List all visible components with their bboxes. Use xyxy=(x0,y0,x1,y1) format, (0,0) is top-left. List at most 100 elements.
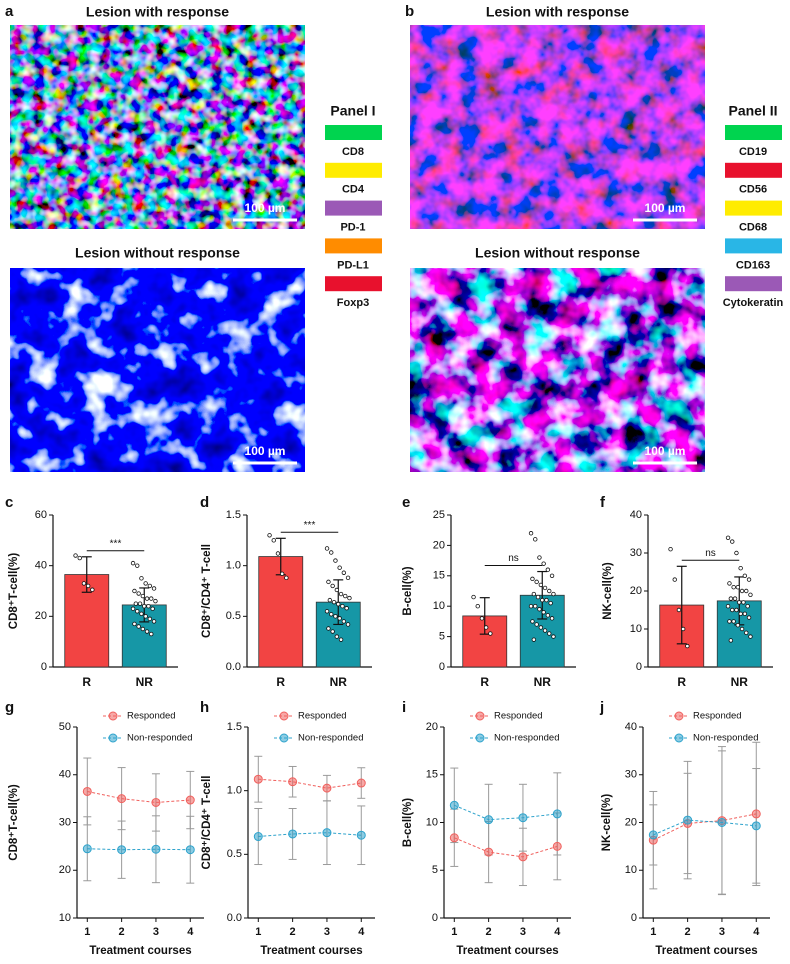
data-point xyxy=(744,588,749,594)
data-point xyxy=(85,583,91,589)
x-tick-label: 3 xyxy=(324,926,330,938)
legend-label: CD8 xyxy=(342,146,364,158)
data-point xyxy=(149,631,154,637)
data-point xyxy=(734,607,739,613)
data-point xyxy=(530,619,535,624)
series-line xyxy=(87,848,191,851)
data-point xyxy=(338,637,344,642)
data-point xyxy=(267,533,272,538)
data-point xyxy=(738,611,743,616)
x-tick-label: 4 xyxy=(358,926,365,938)
data-point xyxy=(284,575,289,581)
x-tick-label: 4 xyxy=(753,926,760,938)
y-tick-label: 15 xyxy=(433,570,445,582)
series-line xyxy=(454,804,558,821)
data-point xyxy=(725,604,731,609)
data-point xyxy=(288,829,298,839)
x-tick-label: 1 xyxy=(84,926,90,938)
x-tick-label: NR xyxy=(731,675,749,689)
micrograph xyxy=(410,25,705,229)
data-point xyxy=(140,626,146,632)
y-tick-label: 1.5 xyxy=(226,509,241,521)
legend-label: CD56 xyxy=(739,184,767,196)
legend-label: CD19 xyxy=(739,146,767,158)
data-point xyxy=(680,626,686,632)
data-point xyxy=(534,622,539,627)
x-tick-label: 2 xyxy=(685,926,691,938)
data-point xyxy=(275,551,281,556)
legend-swatch xyxy=(725,276,782,292)
data-point xyxy=(338,591,344,597)
data-point xyxy=(253,832,263,842)
y-tick-label: 30 xyxy=(59,816,71,828)
data-point xyxy=(330,629,335,634)
data-point xyxy=(132,588,137,594)
panel-letter: b xyxy=(405,3,414,20)
legend-label: Non-responded xyxy=(693,733,759,744)
legend-swatch xyxy=(325,125,382,140)
data-point xyxy=(73,553,78,558)
data-point xyxy=(672,577,677,582)
x-tick-label: R xyxy=(677,675,686,689)
x-tick-label: 3 xyxy=(153,926,159,938)
legend-swatch xyxy=(325,162,382,178)
data-point xyxy=(545,613,551,618)
data-point xyxy=(748,592,753,597)
data-point xyxy=(683,815,693,825)
legend-marker xyxy=(108,733,118,743)
data-point xyxy=(551,634,556,639)
data-point xyxy=(542,628,548,633)
data-point xyxy=(137,601,143,606)
data-point xyxy=(90,587,95,592)
data-point xyxy=(147,616,153,622)
data-point xyxy=(484,847,494,857)
data-point xyxy=(185,795,195,805)
y-tick-label: 10 xyxy=(433,600,445,612)
data-point xyxy=(356,778,366,788)
data-point xyxy=(144,596,150,601)
data-point xyxy=(132,621,137,627)
data-point xyxy=(668,547,673,552)
data-point xyxy=(334,587,340,593)
data-point xyxy=(139,611,144,616)
y-tick-label: 60 xyxy=(35,509,47,521)
legend-label: Responded xyxy=(298,711,347,722)
data-point xyxy=(531,637,537,642)
panel-letter: d xyxy=(200,494,209,511)
x-tick-label: NR xyxy=(534,675,552,689)
x-axis-label: Treatment courses xyxy=(260,945,362,957)
x-tick-label: 4 xyxy=(187,926,194,938)
data-point xyxy=(739,626,745,632)
legend-label: Cytokeratin xyxy=(723,297,784,309)
data-point xyxy=(745,604,750,609)
legend-marker xyxy=(279,711,289,721)
legend-swatch xyxy=(325,238,382,254)
micrograph xyxy=(410,268,705,472)
y-tick-label: 1.0 xyxy=(226,560,241,572)
data-point xyxy=(324,546,330,551)
y-axis-label: B-cell(%) xyxy=(402,566,414,615)
y-tick-label: 0 xyxy=(439,661,445,673)
data-point xyxy=(727,619,732,624)
panel-letter: j xyxy=(599,699,604,716)
data-point xyxy=(82,844,92,854)
data-point xyxy=(130,560,136,566)
data-point xyxy=(143,614,148,619)
data-point xyxy=(151,586,157,591)
data-point xyxy=(730,607,735,613)
panel-letter: h xyxy=(200,699,209,716)
data-point xyxy=(748,634,753,639)
data-point xyxy=(730,539,735,544)
legend-label: Responded xyxy=(494,711,543,722)
data-point xyxy=(676,607,682,613)
y-tick-label: 20 xyxy=(433,539,445,551)
data-point xyxy=(356,830,366,840)
data-point xyxy=(136,591,141,596)
x-tick-label: NR xyxy=(330,675,348,689)
data-point xyxy=(82,786,92,796)
data-point xyxy=(326,579,331,585)
legend-label: Non-responded xyxy=(127,733,193,744)
y-tick-label: 15 xyxy=(426,769,438,781)
data-point xyxy=(449,800,459,810)
data-point xyxy=(279,571,285,576)
